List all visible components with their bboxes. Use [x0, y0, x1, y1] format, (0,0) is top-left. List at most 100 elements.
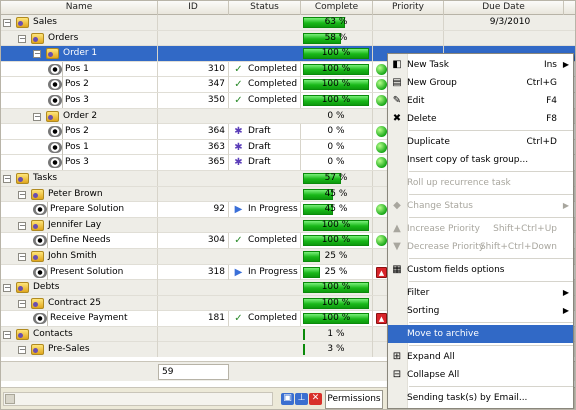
status-cell[interactable] — [229, 171, 301, 186]
progress-text: 100 % — [321, 63, 351, 74]
status-cell[interactable]: ✓ Completed — [229, 92, 301, 108]
restore-icon[interactable]: ▣ — [281, 393, 294, 405]
collapse-toggle-icon[interactable]: − — [18, 189, 26, 199]
progress-fill — [303, 94, 369, 106]
column-header-priority[interactable]: Priority — [373, 1, 444, 15]
status-cell[interactable] — [229, 296, 301, 311]
name-cell[interactable]: − Sales — [1, 15, 158, 30]
column-header-status[interactable]: Status — [229, 1, 301, 15]
group-folder-icon — [31, 32, 44, 44]
collapse-toggle-icon[interactable]: − — [3, 283, 11, 293]
name-cell[interactable]: − Pre-Sales — [1, 342, 158, 357]
name-cell[interactable]: Pos 2 — [1, 77, 158, 93]
menu-item-edit[interactable]: ✎ Edit F4 — [388, 92, 573, 110]
status-cell[interactable]: ✓ Completed — [229, 77, 301, 93]
close-icon[interactable]: ✕ — [309, 393, 322, 405]
menu-item-duplicate[interactable]: Duplicate Ctrl+D — [388, 133, 573, 151]
collapse-toggle-icon[interactable]: − — [18, 298, 26, 308]
name-cell[interactable]: − Order 2 — [1, 108, 158, 124]
collapse-toggle-icon[interactable]: − — [3, 18, 11, 27]
name-cell[interactable]: Define Needs — [1, 233, 158, 249]
status-cell[interactable]: ✓ Completed — [229, 61, 301, 77]
column-header-due-date[interactable]: Due Date — [444, 1, 564, 15]
menu-item-sorting[interactable]: Sorting ▶ — [388, 302, 573, 320]
menu-item-move-to-archive[interactable]: Move to archive — [388, 325, 573, 343]
collapse-toggle-icon[interactable]: − — [33, 49, 41, 59]
permissions-tab[interactable]: Permissions — [325, 390, 383, 409]
status-cell[interactable] — [229, 31, 301, 46]
status-cell[interactable]: ▶ In Progress — [229, 264, 301, 280]
collapse-toggle-icon[interactable]: − — [33, 111, 41, 121]
status-cell[interactable]: ✱ Draft — [229, 155, 301, 171]
collapse-toggle-icon[interactable]: − — [3, 173, 11, 183]
name-cell[interactable]: Prepare Solution — [1, 202, 158, 218]
status-cell[interactable]: ✱ Draft — [229, 139, 301, 155]
status-cell[interactable] — [229, 15, 301, 30]
priority-cell[interactable] — [373, 15, 444, 30]
status-cell[interactable]: ✱ Draft — [229, 124, 301, 140]
name-cell[interactable]: − Orders — [1, 30, 158, 46]
priority-high-icon: ▲ — [376, 313, 387, 325]
menu-item-new-task[interactable]: ◧ New Task Ins ▶ — [388, 56, 573, 74]
name-cell[interactable]: − Peter Brown — [1, 186, 158, 202]
name-cell[interactable]: Pos 3 — [1, 92, 158, 108]
id-cell — [158, 46, 229, 61]
column-header-id[interactable]: ID — [158, 1, 229, 15]
priority-normal-icon — [376, 157, 387, 169]
menu-item-delete[interactable]: ✖ Delete F8 — [388, 110, 573, 128]
name-cell[interactable]: Pos 2 — [1, 124, 158, 140]
status-cell[interactable] — [229, 187, 301, 202]
row-name: Pos 1 — [65, 141, 89, 152]
status-cell[interactable] — [229, 280, 301, 295]
menu-item-sending-task-s-by-email[interactable]: Sending task(s) by Email... — [388, 389, 573, 407]
pin-icon[interactable]: ⊥ — [295, 393, 308, 405]
scrollbar-thumb[interactable] — [5, 394, 15, 404]
column-header-complete[interactable]: Complete — [301, 1, 373, 15]
menu-item-expand-all[interactable]: ⊞ Expand All — [388, 348, 573, 366]
menu-item-label: New Task — [407, 60, 449, 70]
horizontal-scrollbar[interactable] — [3, 392, 273, 406]
name-cell[interactable]: Pos 1 — [1, 61, 158, 77]
column-header-name[interactable]: Name — [1, 1, 158, 15]
status-cell[interactable] — [229, 46, 301, 61]
status-cell[interactable] — [229, 218, 301, 233]
complete-cell: 100 % — [301, 46, 373, 62]
name-cell[interactable]: − Contacts — [1, 326, 158, 342]
collapse-toggle-icon[interactable]: − — [3, 329, 11, 339]
status-cell[interactable] — [229, 342, 301, 357]
name-cell[interactable]: − Jennifer Lay — [1, 217, 158, 233]
status-cell[interactable]: ✓ Completed — [229, 311, 301, 327]
collapse-toggle-icon[interactable]: − — [18, 33, 26, 43]
status-cell[interactable] — [229, 249, 301, 264]
name-cell[interactable]: − Tasks — [1, 170, 158, 186]
name-cell[interactable]: Receive Payment — [1, 311, 158, 327]
priority-cell[interactable] — [373, 30, 444, 46]
name-cell[interactable]: Pos 1 — [1, 139, 158, 155]
menu-item-custom-fields-options[interactable]: ▦ Custom fields options — [388, 261, 573, 279]
name-cell[interactable]: Present Solution — [1, 264, 158, 280]
menu-item-new-group[interactable]: ▤ New Group Ctrl+G — [388, 74, 573, 92]
collapse-toggle-icon[interactable]: − — [18, 345, 26, 355]
progress-text: 100 % — [321, 313, 351, 324]
column-header-extra[interactable] — [564, 1, 575, 15]
status-cell[interactable]: ✓ Completed — [229, 233, 301, 249]
priority-normal-icon — [376, 94, 387, 106]
status-cell[interactable]: ▶ In Progress — [229, 202, 301, 218]
status-cell[interactable] — [229, 327, 301, 342]
name-cell[interactable]: − Debts — [1, 280, 158, 296]
menu-item-insert-copy-of-task-group[interactable]: Insert copy of task group... — [388, 151, 573, 169]
menu-item-collapse-all[interactable]: ⊟ Collapse All — [388, 366, 573, 384]
name-cell[interactable]: − Contract 25 — [1, 295, 158, 311]
name-cell[interactable]: Pos 3 — [1, 155, 158, 171]
status-cell[interactable] — [229, 109, 301, 124]
menu-item-filter[interactable]: Filter ▶ — [388, 284, 573, 302]
table-row[interactable]: − Orders 58 % — [1, 30, 575, 47]
collapse-toggle-icon[interactable]: − — [18, 251, 26, 261]
menu-item-label: Custom fields options — [407, 265, 505, 275]
name-cell[interactable]: − John Smith — [1, 248, 158, 264]
table-row[interactable]: − Sales 63 % 9/3/2010 — [1, 15, 575, 31]
collapse-toggle-icon[interactable]: − — [18, 220, 26, 230]
name-cell[interactable]: − Order 1 — [1, 46, 158, 62]
status-text: Draft — [248, 157, 271, 168]
priority-normal-icon — [376, 79, 387, 91]
